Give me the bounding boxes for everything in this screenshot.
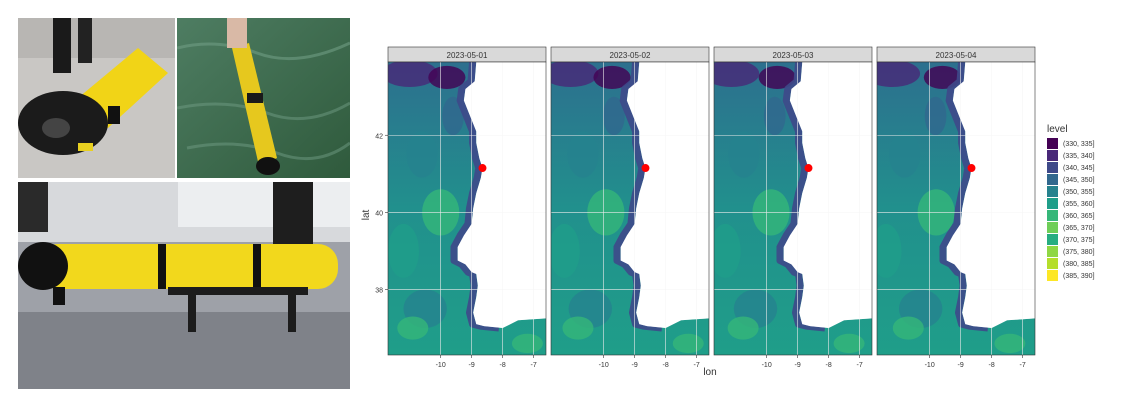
y-tick-label: 40	[375, 210, 383, 217]
legend-label: (385, 390]	[1063, 273, 1095, 280]
legend-label: (375, 380]	[1063, 249, 1095, 256]
panel-border	[713, 61, 873, 356]
sea-level-eddy	[388, 62, 438, 88]
glider-in-water-photo	[177, 18, 350, 178]
x-tick-label: -9	[958, 362, 964, 369]
coastal-band	[939, 62, 989, 332]
legend-key	[1047, 234, 1058, 245]
legend-key	[1047, 198, 1058, 209]
x-tick-label: -7	[530, 362, 536, 369]
sea-level-eddy	[593, 65, 631, 89]
x-tick-label: -10	[762, 362, 772, 369]
coastal-band	[613, 62, 663, 332]
facet-strip-label: 2023-05-03	[773, 51, 814, 60]
legend-title: level	[1047, 124, 1068, 135]
facet-panel: 2023-05-04 -10 -9 -8 -7	[876, 46, 1036, 369]
coastal-band	[450, 62, 500, 332]
sea-level-eddy	[551, 62, 599, 88]
legend: level (330, 335] (335, 340] (340, 345] (345…	[1047, 124, 1095, 281]
sea-level-eddy	[388, 223, 419, 278]
panel-border	[550, 61, 710, 356]
x-tick-label: -9	[795, 362, 801, 369]
legend-label: (380, 385]	[1063, 261, 1095, 268]
sea-level-eddy	[877, 223, 902, 278]
panel-border	[387, 61, 547, 356]
sea-level-eddy	[714, 62, 760, 88]
x-tick-label: -9	[632, 362, 638, 369]
x-tick-label: -10	[436, 362, 446, 369]
facet-panel: 2023-05-01 -10 -9 -8 -7 38 40 42	[375, 46, 547, 369]
legend-label: (360, 365]	[1063, 213, 1095, 220]
sea-level-eddy	[442, 96, 464, 136]
facet-strip-label: 2023-05-04	[936, 51, 977, 60]
legend-label: (340, 345]	[1063, 165, 1095, 172]
legend-label: (365, 370]	[1063, 225, 1095, 232]
sea-level-eddy	[406, 131, 438, 178]
location-point	[804, 164, 813, 173]
x-axis-title: lon	[703, 367, 716, 378]
location-point	[641, 164, 650, 173]
y-tick-label: 38	[375, 287, 383, 294]
legend-label: (350, 355]	[1063, 189, 1095, 196]
sea-level-eddy	[924, 96, 947, 136]
facet-panel: 2023-05-02 -10 -9 -8 -7	[550, 46, 710, 369]
sea-level-eddy	[567, 131, 599, 178]
x-tick-label: -8	[663, 362, 669, 369]
sea-level-eddy	[714, 223, 741, 278]
x-tick-label: -7	[856, 362, 862, 369]
x-tick-label: -8	[826, 362, 832, 369]
legend-label: (335, 340]	[1063, 153, 1095, 160]
sea-level-eddy	[758, 65, 796, 89]
x-tick-label: -7	[1019, 362, 1025, 369]
coastal-band	[776, 62, 826, 332]
location-point	[967, 164, 976, 173]
legend-label: (370, 375]	[1063, 237, 1095, 244]
legend-key	[1047, 270, 1058, 281]
sea-level-eddy	[728, 131, 760, 178]
legend-label: (330, 335]	[1063, 141, 1095, 148]
facet-strip-label: 2023-05-01	[447, 51, 488, 60]
sea-level-eddy	[877, 62, 921, 88]
facet-strip-label: 2023-05-02	[610, 51, 651, 60]
legend-key	[1047, 174, 1058, 185]
sea-level-eddy	[511, 333, 543, 354]
sea-level-eddy	[923, 65, 961, 89]
facet-panel: 2023-05-03 -10 -9 -8 -7	[713, 46, 873, 369]
sea-level-eddy	[603, 96, 625, 136]
sea-level-eddy	[428, 65, 466, 89]
sea-level-eddy	[672, 333, 704, 354]
faceted-heatmap-chart: 2023-05-01 -10 -9 -8 -7 38 40 42 2023-05-02 -10 -9…	[361, 46, 1095, 378]
sea-level-eddy	[727, 316, 759, 340]
x-tick-label: -7	[693, 362, 699, 369]
x-tick-label: -9	[469, 362, 475, 369]
y-axis-title: lat	[361, 209, 372, 220]
sea-level-eddy	[833, 333, 865, 354]
sea-level-eddy	[763, 96, 786, 136]
legend-key	[1047, 162, 1058, 173]
x-tick-label: -10	[599, 362, 609, 369]
sea-level-eddy	[892, 316, 924, 340]
sea-level-eddy	[994, 333, 1026, 354]
location-point	[478, 164, 487, 173]
x-tick-label: -10	[925, 362, 935, 369]
sea-level-eddy	[551, 223, 580, 278]
panel-border	[876, 61, 1036, 356]
legend-key	[1047, 258, 1058, 269]
y-tick-label: 42	[375, 133, 383, 140]
legend-key	[1047, 138, 1058, 149]
glider-on-stand-photo	[18, 182, 350, 389]
sea-level-eddy	[889, 131, 921, 178]
legend-key	[1047, 210, 1058, 221]
sea-level-eddy	[562, 316, 594, 340]
x-tick-label: -8	[500, 362, 506, 369]
sea-level-eddy	[397, 316, 429, 340]
glider-on-dock-photo	[18, 18, 175, 178]
legend-key	[1047, 246, 1058, 257]
legend-key	[1047, 186, 1058, 197]
legend-label: (345, 350]	[1063, 177, 1095, 184]
legend-key	[1047, 222, 1058, 233]
x-tick-label: -8	[989, 362, 995, 369]
legend-key	[1047, 150, 1058, 161]
legend-label: (355, 360]	[1063, 201, 1095, 208]
